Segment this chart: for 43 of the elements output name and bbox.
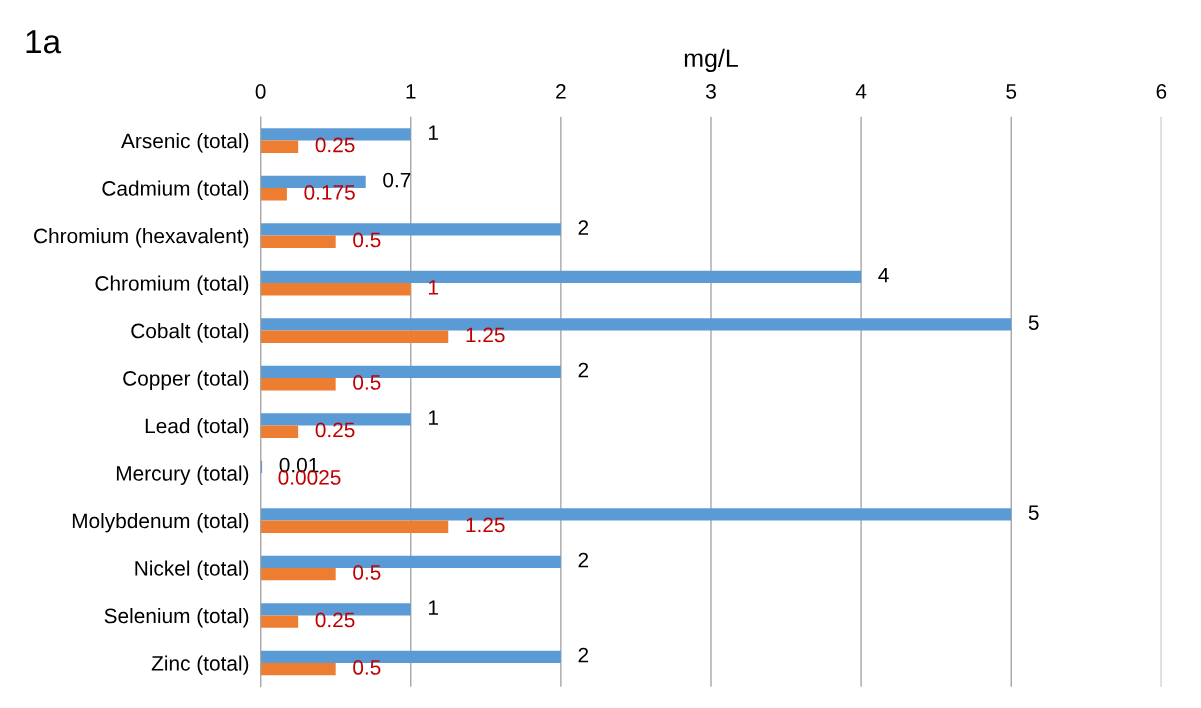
data-label: 1.25: [466, 327, 505, 343]
x-tick-label: 0: [255, 84, 266, 99]
y-tick-label: Cobalt (total): [131, 323, 249, 343]
y-tick-label: Chromium (hexavalent): [34, 228, 249, 248]
data-label: 5: [1028, 315, 1039, 330]
x-tick-label: 2: [556, 84, 566, 99]
data-label: 0.25: [315, 612, 355, 628]
data-label: 2: [578, 362, 589, 378]
data-label: 0.175: [304, 185, 355, 200]
y-tick-label: Selenium (total): [104, 607, 249, 628]
data-label: 2: [578, 552, 589, 568]
data-label: 2: [578, 647, 589, 663]
chart-title: 1a: [26, 30, 62, 54]
x-tick-label: 4: [855, 84, 867, 99]
data-label: 5: [1028, 505, 1039, 520]
data-label: 2: [578, 220, 589, 235]
y-tick-label: Cadmium (total): [102, 180, 249, 200]
x-axis-title: mg/L: [684, 48, 738, 73]
data-label: 1: [429, 410, 438, 425]
data-label: 0.5: [353, 375, 381, 390]
x-tick-label: 3: [705, 84, 716, 99]
y-tick-label: Arsenic (total): [121, 133, 249, 153]
y-tick-label: Mercury (total): [116, 465, 249, 485]
y-tick-label: Copper (total): [123, 370, 249, 390]
x-tick-label: 5: [1006, 84, 1017, 99]
data-label: 0.25: [315, 137, 355, 153]
y-tick-label: Molybdenum (total): [72, 512, 249, 533]
data-label: 1: [429, 280, 438, 295]
data-label: 0.25: [315, 422, 355, 438]
data-label: 4: [878, 267, 889, 283]
data-label: 1: [429, 125, 438, 140]
data-label: 0.5: [353, 660, 381, 675]
data-label: 1.25: [466, 517, 505, 533]
y-tick-label: Nickel (total): [135, 560, 249, 580]
x-tick-label: 1: [406, 84, 416, 99]
y-tick-label: Chromium (total): [95, 275, 249, 295]
y-tick-label: Zinc (total): [151, 655, 249, 675]
x-tick-label: 6: [1156, 84, 1167, 99]
data-label: 1: [429, 600, 438, 615]
data-label: 0.5: [353, 232, 381, 248]
data-label: 0.7: [383, 172, 411, 188]
data-label: 0.5: [353, 565, 381, 580]
y-tick-label: Lead (total): [145, 417, 249, 438]
